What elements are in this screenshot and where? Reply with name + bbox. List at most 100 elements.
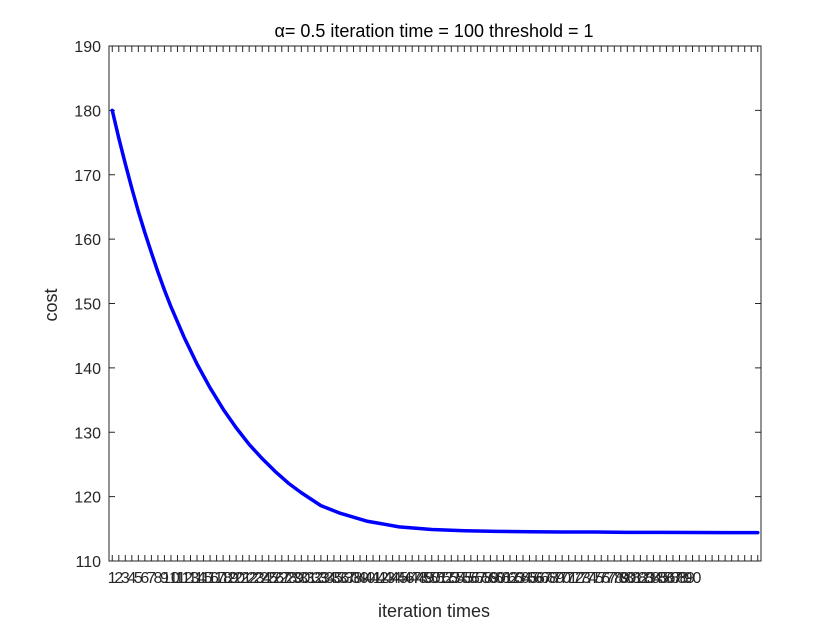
x-tick-label: 28 (279, 570, 297, 587)
x-tick-label: 60 (488, 570, 506, 587)
series-line (110, 108, 760, 535)
x-tick-label: 59 (482, 570, 500, 587)
x-tick-label: 57 (468, 570, 486, 587)
chart-title: α= 0.5 iteration time = 100 threshold = … (274, 21, 593, 41)
x-tick-label: 81 (625, 570, 643, 587)
y-axis-label: cost (41, 288, 61, 321)
x-tick-label: 18 (214, 570, 232, 587)
x-tick-label: 67 (534, 570, 552, 587)
x-tick-label: 76 (592, 570, 610, 587)
x-tick-label: 15 (195, 570, 213, 587)
x-tick-label: 53 (442, 570, 460, 587)
x-tick-label: 4 (127, 570, 136, 587)
x-tick-label: 46 (397, 570, 415, 587)
x-tick-label: 51 (429, 570, 447, 587)
x-axis-label: iteration times (378, 601, 490, 621)
x-tick-label: 85 (651, 570, 669, 587)
x-tick-label: 52 (436, 570, 454, 587)
x-tick-label: 40 (358, 570, 376, 587)
x-tick-label: 83 (638, 570, 656, 587)
x-tick-label: 25 (260, 570, 278, 587)
x-tick-label: 35 (325, 570, 343, 587)
x-tick-label: 49 (416, 570, 434, 587)
x-tick-label: 2 (114, 570, 123, 587)
x-tick-label: 89 (677, 570, 695, 587)
x-tick-label: 77 (599, 570, 617, 587)
x-tick-label: 16 (201, 570, 219, 587)
x-tick-label: 3 (121, 570, 130, 587)
x-tick-label: 9 (160, 570, 169, 587)
x-tick-label: 90 (684, 570, 702, 587)
x-tick-label: 75 (586, 570, 604, 587)
x-tick-label: 11 (169, 570, 186, 587)
x-tick-label: 33 (312, 570, 330, 587)
x-tick-label: 70 (553, 570, 571, 587)
x-tick-label: 24 (253, 570, 271, 587)
y-tick-label: 190 (74, 39, 101, 56)
x-tick-label: 19 (221, 570, 239, 587)
y-tick-label: 150 (74, 297, 101, 314)
x-tick-label: 38 (345, 570, 363, 587)
x-tick-label: 48 (410, 570, 428, 587)
x-tick-label: 72 (566, 570, 584, 587)
x-tick-label: 14 (188, 570, 206, 587)
x-tick-label: 42 (371, 570, 389, 587)
x-tick-label: 26 (266, 570, 284, 587)
x-tick-label: 68 (540, 570, 558, 587)
x-tick-label: 34 (319, 570, 337, 587)
x-tick-label: 5 (134, 570, 143, 587)
x-tick-label: 86 (658, 570, 676, 587)
x-tick-label: 27 (273, 570, 291, 587)
x-tick-label: 22 (240, 570, 258, 587)
x-tick-label: 36 (332, 570, 350, 587)
x-tick-label: 78 (605, 570, 623, 587)
x-tick-label: 50 (423, 570, 441, 587)
x-tick-label: 17 (208, 570, 226, 587)
x-tick-label: 37 (338, 570, 356, 587)
x-tick-label: 79 (612, 570, 630, 587)
y-tick-label: 180 (74, 103, 101, 120)
x-tick-label: 12 (175, 570, 193, 587)
x-tick-label: 30 (292, 570, 310, 587)
x-tick-label: 82 (631, 570, 649, 587)
y-tick-label: 140 (74, 361, 101, 378)
x-tick-label: 8 (153, 570, 162, 587)
y-tick-label: 110 (75, 554, 101, 571)
x-tick-label: 23 (247, 570, 265, 587)
x-tick-label: 61 (495, 570, 513, 587)
x-tick-label: 21 (234, 570, 252, 587)
x-tick-label: 84 (645, 570, 663, 587)
x-tick-label: 62 (501, 570, 519, 587)
x-tick-label: 10 (162, 570, 180, 587)
plot-area: 1101201301401501601701801901234567891011… (74, 39, 762, 587)
x-tick-label: 39 (351, 570, 369, 587)
x-tick-label: 13 (182, 570, 200, 587)
x-tick-label: 65 (521, 570, 539, 587)
x-tick-label: 63 (508, 570, 526, 587)
x-tick-label: 66 (527, 570, 545, 587)
axes-box (108, 45, 762, 562)
x-tick-label: 64 (514, 570, 532, 587)
x-tick-label: 32 (305, 570, 323, 587)
x-tick-label: 31 (299, 570, 317, 587)
x-tick-label: 87 (664, 570, 682, 587)
x-tick-label: 43 (377, 570, 395, 587)
x-tick-label: 20 (227, 570, 245, 587)
x-tick-label: 80 (618, 570, 636, 587)
x-tick-label: 1 (108, 570, 117, 587)
y-tick-label: 130 (74, 425, 101, 442)
x-tick-label: 47 (403, 570, 421, 587)
x-tick-label: 73 (573, 570, 591, 587)
y-tick-label: 160 (74, 232, 101, 249)
x-tick-label: 74 (579, 570, 597, 587)
y-tick-label: 120 (74, 490, 101, 507)
x-tick-label: 6 (140, 570, 149, 587)
x-tick-label: 7 (147, 570, 156, 587)
x-tick-label: 69 (547, 570, 565, 587)
x-tick-label: 54 (449, 570, 467, 587)
x-tick-label: 44 (384, 570, 402, 587)
x-tick-label: 55 (455, 570, 473, 587)
x-tick-label: 58 (475, 570, 493, 587)
x-tick-label: 45 (390, 570, 408, 587)
